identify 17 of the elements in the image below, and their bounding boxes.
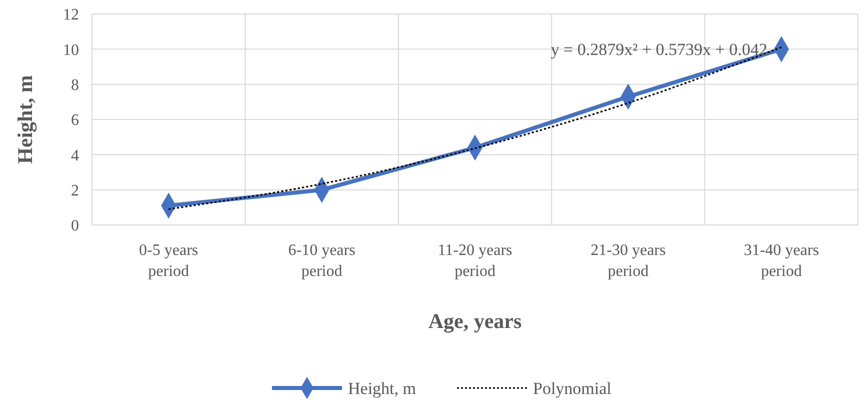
annotation: y = 0.2879x² + 0.5739x + 0.042 [550, 40, 768, 60]
x-tick-label: 11-20 years period [438, 242, 512, 280]
y-tick-label: 2 [71, 182, 79, 200]
y-tick-label: 8 [71, 76, 79, 94]
y-tick-label: 10 [63, 42, 79, 59]
y-axis-title: Height, m [13, 74, 37, 164]
y-tick-label: 4 [71, 147, 79, 164]
y-tick-label: 6 [71, 112, 79, 130]
x-tick-label: 21-30 years period [590, 242, 666, 280]
x-axis-title: Age, years [428, 309, 522, 333]
legend-label: Height, m [348, 378, 416, 398]
x-tick-label: 0-5 years period [139, 242, 198, 280]
legend-label: Polynomial [533, 378, 612, 398]
y-tick-label: 0 [71, 218, 79, 235]
x-tick-label: 31-40 years period [744, 242, 819, 280]
y-tick-label: 12 [63, 6, 79, 24]
x-tick-label: 6-10 years period [288, 242, 356, 280]
